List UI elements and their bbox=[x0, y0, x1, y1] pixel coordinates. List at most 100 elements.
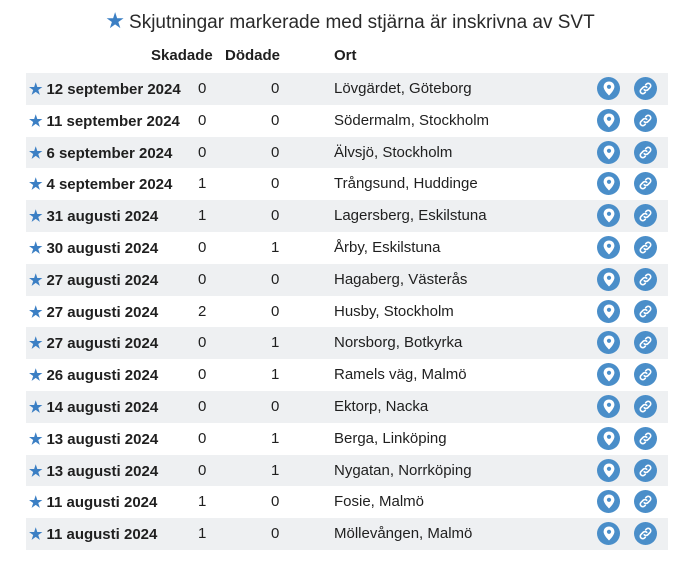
map-pin-icon bbox=[603, 399, 615, 414]
row-dead: 0 bbox=[271, 525, 280, 543]
row-place: Älvsjö, Stockholm bbox=[334, 143, 453, 161]
map-pin-button[interactable] bbox=[597, 522, 620, 546]
header-injured: Skadade bbox=[151, 47, 213, 64]
link-button[interactable] bbox=[634, 235, 657, 259]
row-place: Ramels väg, Malmö bbox=[334, 366, 467, 384]
table-row: ★ 27 augusti 2024 0 1 Norsborg, Botkyrka bbox=[26, 327, 668, 360]
row-injured: 0 bbox=[198, 429, 207, 447]
link-icon bbox=[638, 399, 653, 414]
link-button[interactable] bbox=[634, 77, 657, 100]
row-dead: 0 bbox=[271, 270, 280, 288]
star-icon: ★ bbox=[29, 526, 43, 544]
star-icon: ★ bbox=[29, 176, 43, 194]
row-injured: 0 bbox=[198, 143, 207, 161]
row-date: ★ 6 september 2024 bbox=[29, 144, 172, 162]
map-pin-button[interactable] bbox=[597, 363, 620, 387]
link-button[interactable] bbox=[634, 108, 657, 132]
row-dead: 0 bbox=[271, 493, 280, 511]
row-date-text: 11 augusti 2024 bbox=[46, 526, 158, 544]
link-icon bbox=[638, 494, 653, 509]
link-icon bbox=[638, 176, 653, 191]
row-place: Lagersberg, Eskilstuna bbox=[334, 207, 487, 225]
star-icon: ★ bbox=[29, 239, 43, 257]
row-dead: 0 bbox=[271, 207, 280, 225]
map-pin-icon bbox=[603, 463, 615, 478]
map-pin-button[interactable] bbox=[597, 458, 620, 482]
row-date-text: 11 september 2024 bbox=[46, 112, 180, 130]
map-pin-icon bbox=[603, 431, 615, 446]
star-icon: ★ bbox=[29, 367, 43, 385]
star-icon: ★ bbox=[29, 271, 43, 289]
map-pin-button[interactable] bbox=[597, 394, 620, 418]
link-button[interactable] bbox=[634, 426, 657, 450]
row-place: Södermalm, Stockholm bbox=[334, 111, 490, 129]
link-button[interactable] bbox=[634, 172, 657, 196]
table-header: Skadade Dödade Ort bbox=[0, 47, 700, 69]
link-icon bbox=[638, 145, 653, 160]
link-button[interactable] bbox=[634, 490, 657, 514]
star-icon: ★ bbox=[29, 494, 43, 512]
row-date: ★ 27 augusti 2024 bbox=[29, 334, 158, 352]
map-pin-button[interactable] bbox=[597, 172, 620, 196]
table-row: ★ 13 augusti 2024 0 1 Nygatan, Norrköping bbox=[26, 454, 668, 487]
shootings-table: ★ 12 september 2024 0 0 Lövgärdet, Göteborg ★… bbox=[26, 73, 668, 550]
table-row: ★ 11 augusti 2024 1 0 Möllevången, Malmö bbox=[26, 518, 668, 550]
link-icon bbox=[638, 463, 653, 478]
row-dead: 1 bbox=[271, 429, 280, 447]
link-button[interactable] bbox=[634, 363, 657, 387]
row-date: ★ 11 augusti 2024 bbox=[29, 493, 157, 511]
row-date: ★ 13 augusti 2024 bbox=[29, 430, 158, 448]
row-date-text: 4 september 2024 bbox=[46, 176, 173, 194]
row-date-text: 30 augusti 2024 bbox=[46, 239, 159, 257]
map-pin-button[interactable] bbox=[597, 235, 620, 259]
row-place: Möllevången, Malmö bbox=[334, 525, 473, 543]
row-date-text: 27 augusti 2024 bbox=[46, 271, 159, 289]
table-row: ★ 12 september 2024 0 0 Lövgärdet, Göteborg bbox=[26, 73, 668, 105]
star-icon: ★ bbox=[29, 81, 43, 98]
link-button[interactable] bbox=[634, 140, 657, 164]
map-pin-button[interactable] bbox=[597, 331, 620, 355]
map-pin-button[interactable] bbox=[597, 77, 620, 100]
link-button[interactable] bbox=[634, 267, 657, 291]
star-icon: ★ bbox=[29, 112, 43, 130]
row-date-text: 13 augusti 2024 bbox=[46, 430, 159, 448]
link-button[interactable] bbox=[634, 331, 657, 355]
map-pin-button[interactable] bbox=[597, 204, 620, 228]
map-pin-icon bbox=[603, 113, 615, 128]
link-icon bbox=[638, 81, 653, 96]
star-icon: ★ bbox=[29, 335, 43, 353]
table-row: ★ 27 augusti 2024 0 0 Hagaberg, Västerås bbox=[26, 263, 668, 296]
row-date: ★ 27 augusti 2024 bbox=[29, 271, 158, 289]
map-pin-icon bbox=[603, 367, 615, 382]
link-button[interactable] bbox=[634, 458, 657, 482]
link-button[interactable] bbox=[634, 204, 657, 228]
link-button[interactable] bbox=[634, 394, 657, 418]
row-date-text: 27 augusti 2024 bbox=[46, 335, 159, 353]
row-date: ★ 11 september 2024 bbox=[29, 112, 180, 130]
map-pin-icon bbox=[603, 176, 615, 191]
row-date-text: 11 augusti 2024 bbox=[46, 494, 158, 512]
row-injured: 0 bbox=[198, 461, 207, 479]
row-date: ★ 14 augusti 2024 bbox=[29, 398, 158, 416]
table-row: ★ 13 augusti 2024 0 1 Berga, Linköping bbox=[26, 423, 668, 455]
row-dead: 0 bbox=[271, 111, 280, 129]
row-place: Årby, Eskilstuna bbox=[334, 238, 441, 256]
link-icon bbox=[638, 272, 653, 287]
table-row: ★ 27 augusti 2024 2 0 Husby, Stockholm bbox=[26, 296, 668, 328]
row-date: ★ 11 augusti 2024 bbox=[29, 525, 157, 543]
table-row: ★ 31 augusti 2024 1 0 Lagersberg, Eskilstuna bbox=[26, 200, 668, 232]
map-pin-icon bbox=[603, 81, 615, 96]
map-pin-button[interactable] bbox=[597, 490, 620, 514]
link-button[interactable] bbox=[634, 522, 657, 546]
map-pin-button[interactable] bbox=[597, 426, 620, 450]
map-pin-button[interactable] bbox=[597, 108, 620, 132]
link-button[interactable] bbox=[634, 299, 657, 323]
row-dead: 1 bbox=[271, 461, 280, 479]
row-date-text: 12 september 2024 bbox=[46, 81, 181, 98]
row-dead: 0 bbox=[271, 302, 280, 320]
map-pin-icon bbox=[603, 208, 615, 223]
star-icon: ★ bbox=[29, 430, 43, 448]
map-pin-button[interactable] bbox=[597, 299, 620, 323]
map-pin-button[interactable] bbox=[597, 140, 620, 164]
map-pin-button[interactable] bbox=[597, 267, 620, 291]
